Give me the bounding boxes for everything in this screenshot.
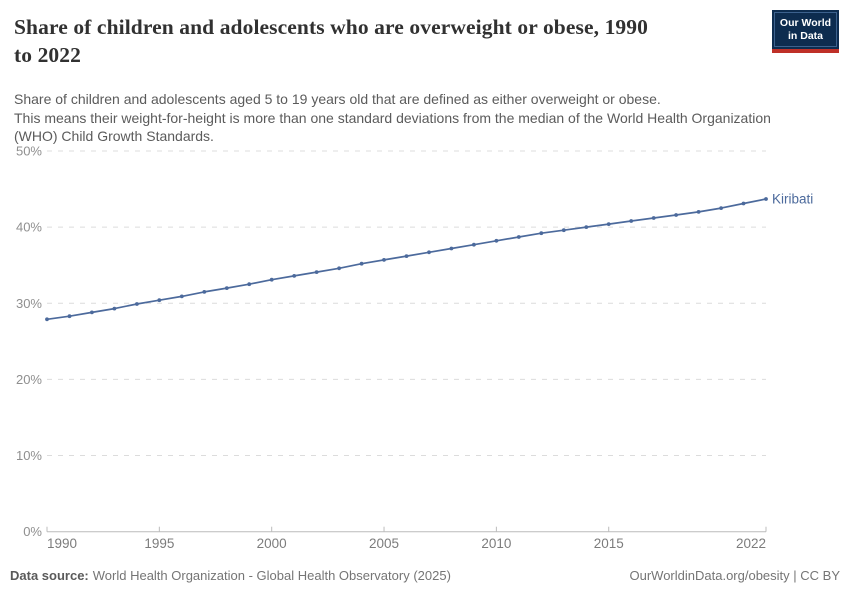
data-point (45, 317, 49, 322)
owid-logo-line1: Our World (779, 17, 832, 29)
x-axis-tick-label: 2022 (736, 536, 766, 551)
y-axis-tick-label: 0% (23, 524, 42, 539)
entity-label-kiribati: Kiribati (772, 191, 813, 206)
data-point (404, 254, 409, 258)
credit-link[interactable]: OurWorldinData.org/obesity | CC BY (629, 568, 841, 583)
x-axis-tick-label: 2000 (257, 536, 287, 551)
owid-logo: Our World in Data (772, 10, 839, 53)
data-point (606, 222, 611, 227)
data-point (427, 250, 431, 255)
y-axis-tick-label: 50% (16, 144, 42, 159)
y-axis-tick-label: 40% (16, 220, 42, 235)
data-point (179, 294, 184, 299)
x-axis-tick-label: 2005 (369, 536, 399, 551)
chart-title-line1: Share of children and adolescents who ar… (14, 15, 648, 39)
y-axis-tick-label: 20% (16, 372, 42, 387)
data-point (337, 266, 341, 271)
data-point (382, 258, 386, 262)
x-axis-tick-label: 1990 (47, 536, 77, 551)
data-point (67, 314, 72, 319)
data-point (516, 235, 521, 239)
owid-logo-line2: in Data (787, 29, 823, 42)
data-point (651, 216, 656, 220)
y-axis-tick-label: 10% (16, 448, 42, 463)
chart-subtitle-sentence2: This means their weight-for-height is mo… (14, 109, 771, 145)
data-point (539, 231, 544, 236)
data-point (202, 290, 207, 294)
data-point (90, 310, 94, 315)
chart-title: Share of children and adolescents who ar… (14, 13, 744, 69)
data-point (292, 274, 297, 278)
data-point (561, 228, 566, 233)
data-point (269, 277, 274, 282)
data-point (584, 225, 589, 230)
chart-subtitle: Share of children and adolescents aged 5… (14, 90, 814, 146)
data-point (674, 213, 678, 217)
y-axis-tick-label: 30% (16, 296, 42, 311)
data-point (449, 246, 454, 251)
data-point (719, 206, 723, 211)
data-point (247, 282, 252, 287)
x-axis-tick-label: 1995 (144, 536, 174, 551)
data-point (135, 302, 139, 306)
chart-title-line2: to 2022 (14, 43, 81, 67)
x-axis-tick-label: 2015 (594, 536, 624, 551)
series-line-kiribati (46, 198, 767, 321)
data-point (314, 270, 319, 274)
data-point (112, 306, 117, 311)
data-point (764, 197, 768, 201)
data-point (359, 261, 364, 266)
owid-logo-text: Our World in Data (774, 12, 837, 47)
data-point (696, 210, 701, 214)
x-axis-tick-label: 2010 (481, 536, 511, 551)
data-point (741, 201, 746, 206)
data-point (629, 219, 634, 223)
data-source: Data source: World Health Organization - … (10, 568, 451, 583)
data-point (224, 286, 229, 290)
data-source-text: World Health Organization - Global Healt… (92, 568, 451, 583)
data-point (472, 242, 476, 247)
data-point (157, 298, 162, 303)
data-source-label: Data source: (10, 568, 89, 583)
data-point (494, 238, 499, 243)
chart-footer: Data source: World Health Organization - … (10, 568, 840, 583)
chart-subtitle-sentence1: Share of children and adolescents aged 5… (14, 91, 661, 107)
